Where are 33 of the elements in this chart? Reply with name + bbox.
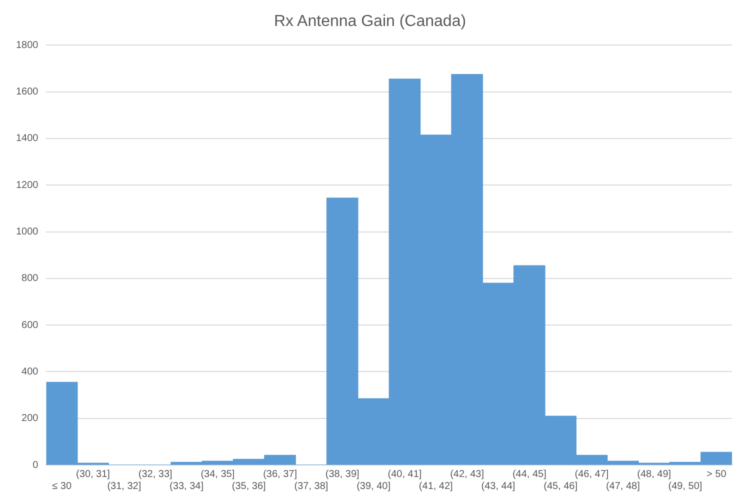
y-tick-label: 800 <box>22 273 39 284</box>
x-tick-label: (40, 41] <box>388 468 422 480</box>
y-tick-label: 400 <box>22 366 39 378</box>
x-tick-label: (33, 34] <box>170 480 204 492</box>
x-tick-label: (45, 46] <box>544 480 578 492</box>
y-tick-label: 0 <box>32 460 39 471</box>
x-tick-label: (34, 35] <box>200 468 235 480</box>
x-tick-label: (39, 40] <box>356 480 391 492</box>
y-tick-label: 1000 <box>16 226 39 238</box>
x-tick-label: > 50 <box>706 468 727 480</box>
x-tick-label: (47, 48] <box>606 480 640 492</box>
x-tick-label: (49, 50] <box>668 480 702 492</box>
y-tick-label: 1400 <box>16 133 39 144</box>
x-tick-label: (35, 36] <box>232 480 266 492</box>
y-tick-label: 1600 <box>16 86 39 98</box>
x-tick-label: ≤ 30 <box>52 480 72 492</box>
x-tick-label: (48, 49] <box>637 468 672 480</box>
x-tick-label: (44, 45] <box>512 468 547 480</box>
x-tick-label: (43, 44] <box>481 480 516 492</box>
x-tick-label: (32, 33] <box>138 468 173 480</box>
y-tick-label: 1200 <box>16 180 39 191</box>
x-tick-label: (38, 39] <box>325 468 360 480</box>
y-tick-label: 200 <box>22 413 39 424</box>
x-tick-label: (41, 42] <box>418 480 454 492</box>
x-tick-label: (36, 37] <box>263 468 298 480</box>
x-tick-label: (46, 47] <box>574 468 609 480</box>
y-tick-label: 600 <box>22 320 39 331</box>
x-tick-label: (42, 43] <box>450 468 484 480</box>
x-tick-label: (30, 31] <box>76 468 110 480</box>
y-tick-label: 1800 <box>16 40 39 51</box>
x-tick-label: (37, 38] <box>294 480 328 492</box>
x-tick-label: (31, 32] <box>107 480 142 492</box>
chart-title: Rx Antenna Gain (Canada) <box>274 13 466 30</box>
